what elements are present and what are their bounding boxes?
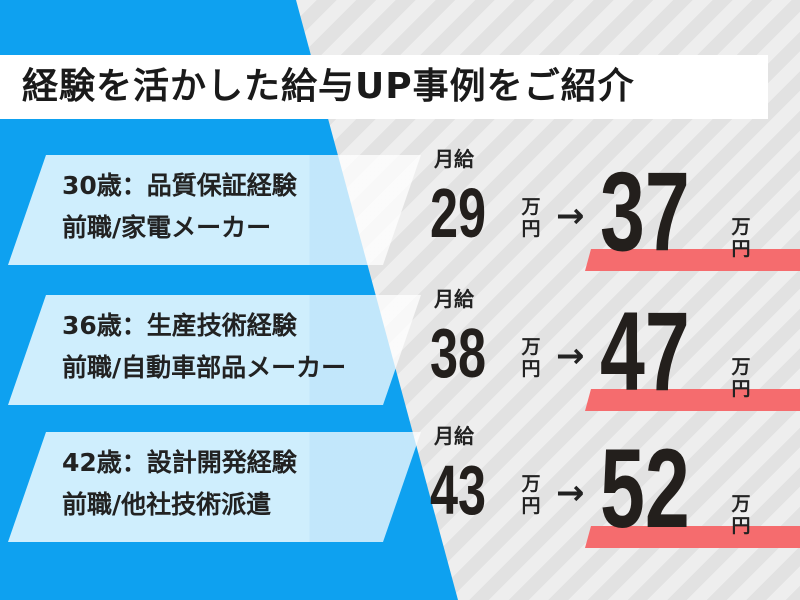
unit-yen: 円: [521, 358, 541, 380]
unit-yen: 円: [521, 218, 541, 240]
salary-before: 29: [430, 174, 487, 252]
unit-before: 万円: [520, 336, 542, 380]
page-title: 経験を活かした給与UP事例をご紹介: [0, 55, 768, 119]
case-card: 36歳：生産技術経験 前職/自動車部品メーカー: [0, 295, 430, 405]
arrow-right-icon: →: [556, 336, 585, 376]
salary-after: 52: [600, 426, 690, 551]
highlight-bar: [585, 526, 800, 548]
case-card: 30歳：品質保証経験 前職/家電メーカー: [0, 155, 430, 265]
highlight-bar: [585, 249, 800, 271]
salary-after: 37: [600, 149, 690, 274]
card-background: [8, 295, 421, 405]
salary-change: 月給 29 万円 → 37 万円: [430, 148, 800, 278]
unit-yen: 円: [521, 495, 541, 517]
case-card: 42歳：設計開発経験 前職/他社技術派遣: [0, 432, 430, 542]
case-previous-job: 前職/自動車部品メーカー: [62, 353, 347, 382]
case-profile: 30歳：品質保証経験: [62, 171, 297, 200]
salary-before: 43: [430, 451, 487, 529]
unit-man: 万: [521, 473, 541, 495]
arrow-right-icon: →: [556, 473, 585, 513]
unit-man: 万: [521, 336, 541, 358]
unit-after: 万円: [730, 216, 752, 260]
unit-before: 万円: [520, 473, 542, 517]
unit-man: 万: [521, 196, 541, 218]
card-background: [8, 155, 421, 265]
highlight-bar: [585, 389, 800, 411]
case-previous-job: 前職/家電メーカー: [62, 213, 272, 242]
unit-yen: 円: [731, 378, 751, 400]
salary-before: 38: [430, 314, 487, 392]
case-profile: 42歳：設計開発経験: [62, 448, 297, 477]
card-background: [8, 432, 421, 542]
salary-after: 47: [600, 289, 690, 414]
salary-change: 月給 38 万円 → 47 万円: [430, 288, 800, 418]
arrow-right-icon: →: [556, 196, 585, 236]
case-previous-job: 前職/他社技術派遣: [62, 490, 272, 519]
salary-label: 月給: [434, 147, 474, 171]
unit-before: 万円: [520, 196, 542, 240]
unit-man: 万: [731, 216, 751, 238]
unit-after: 万円: [730, 493, 752, 537]
unit-man: 万: [731, 493, 751, 515]
case-profile: 36歳：生産技術経験: [62, 311, 297, 340]
salary-label: 月給: [434, 287, 474, 311]
unit-yen: 円: [731, 238, 751, 260]
unit-after: 万円: [730, 356, 752, 400]
salary-label: 月給: [434, 424, 474, 448]
salary-change: 月給 43 万円 → 52 万円: [430, 425, 800, 555]
unit-man: 万: [731, 356, 751, 378]
unit-yen: 円: [731, 515, 751, 537]
